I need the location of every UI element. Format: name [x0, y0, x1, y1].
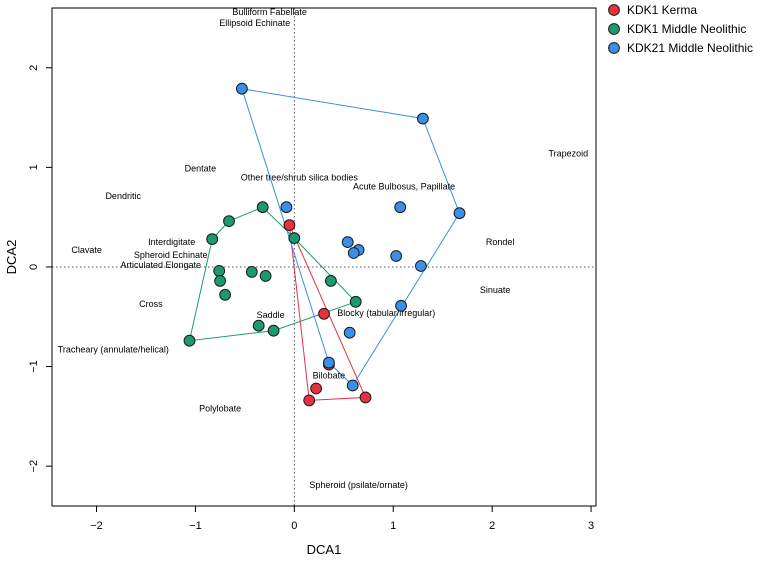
type-label: Other tree/shrub silica bodies [241, 172, 359, 182]
point-series-1 [325, 275, 337, 287]
y-tick-label: 1 [28, 164, 40, 170]
type-label: Rondel [486, 237, 515, 247]
y-tick-label: 0 [28, 264, 40, 270]
x-tick-label: 0 [291, 520, 297, 532]
point-series-1 [214, 275, 227, 287]
point-series-1 [245, 266, 258, 278]
point-series-1 [213, 265, 226, 277]
x-tick-label: −1 [189, 520, 202, 532]
point-series-2 [236, 82, 248, 95]
point-series-1 [223, 215, 235, 228]
type-label: Bilobate [313, 371, 346, 381]
type-label: Blocky (tabular/irregular) [337, 308, 435, 318]
point-series-1 [349, 295, 362, 308]
type-label: Polylobate [199, 403, 241, 413]
point-series-2 [346, 379, 359, 392]
point-series-1 [256, 201, 269, 214]
type-label: Spheroid (psilate/ornate) [309, 480, 408, 490]
type-label: Tracheary (annulate/helical) [58, 345, 169, 355]
x-tick-label: −2 [90, 520, 103, 532]
y-axis-title: DCA2 [4, 240, 19, 275]
point-series-2 [280, 201, 293, 214]
point-series-2 [415, 260, 427, 272]
legend: KDK1 Kerma KDK1 Middle Neolithic KDK21 Mid… [608, 3, 753, 55]
y-tick-label: 2 [28, 65, 40, 71]
x-tick-label: 3 [588, 520, 594, 532]
point-series-2 [417, 112, 429, 125]
point-series-0 [310, 382, 323, 395]
point-series-0 [318, 307, 330, 320]
type-label: Sinuate [480, 285, 511, 295]
point-series-1 [219, 288, 232, 301]
point-series-1 [259, 270, 272, 282]
type-label: Dendritic [105, 191, 141, 201]
x-axis-title: DCA1 [307, 542, 342, 557]
point-series-1 [183, 334, 196, 347]
type-label: Interdigitate [148, 237, 195, 247]
sample-points [183, 82, 466, 407]
type-label: Saddle [257, 310, 285, 320]
type-label: Bulliform Fabellate [232, 7, 307, 17]
legend-label: KDK1 Middle Neolithic [627, 22, 746, 36]
point-series-2 [341, 236, 354, 249]
legend-marker [608, 4, 620, 16]
point-series-1 [267, 324, 280, 337]
zero-reference-lines [52, 8, 596, 506]
point-series-0 [303, 394, 316, 407]
type-label: Clavate [71, 245, 102, 255]
point-series-1 [288, 232, 301, 245]
legend-marker [608, 23, 620, 35]
type-label: Trapezoid [548, 148, 588, 158]
point-series-2 [343, 326, 356, 339]
hull-series-2 [241, 88, 461, 387]
legend-marker [608, 42, 620, 54]
point-series-0 [283, 219, 296, 232]
point-series-2 [390, 250, 403, 262]
type-label: Dentate [185, 163, 217, 173]
plot-frame [51, 7, 597, 507]
point-series-2 [394, 201, 407, 214]
type-label: Ellipsoid Echinate [219, 18, 290, 28]
legend-label: KDK21 Middle Neolithic [627, 41, 753, 55]
point-series-2 [453, 207, 466, 220]
point-series-2 [323, 356, 335, 369]
legend-label: KDK1 Kerma [627, 3, 697, 17]
y-axis: −2 −1 0 1 2 [28, 65, 52, 473]
type-label: Articulated Elongate [121, 260, 202, 270]
point-series-2 [347, 247, 360, 259]
type-label: Cross [139, 299, 163, 309]
y-tick-label: −2 [28, 460, 40, 473]
point-series-2 [395, 299, 408, 312]
x-axis: −2 −1 0 1 2 3 [90, 506, 594, 532]
x-tick-label: 1 [390, 520, 396, 532]
type-label: Acute Bulbosus, Papillate [353, 181, 455, 191]
y-tick-label: −1 [28, 360, 40, 373]
point-series-1 [206, 233, 219, 246]
point-series-1 [252, 319, 265, 332]
point-series-0 [359, 391, 372, 404]
type-label: Spheroid Echinate [134, 250, 208, 260]
x-tick-label: 2 [489, 520, 495, 532]
